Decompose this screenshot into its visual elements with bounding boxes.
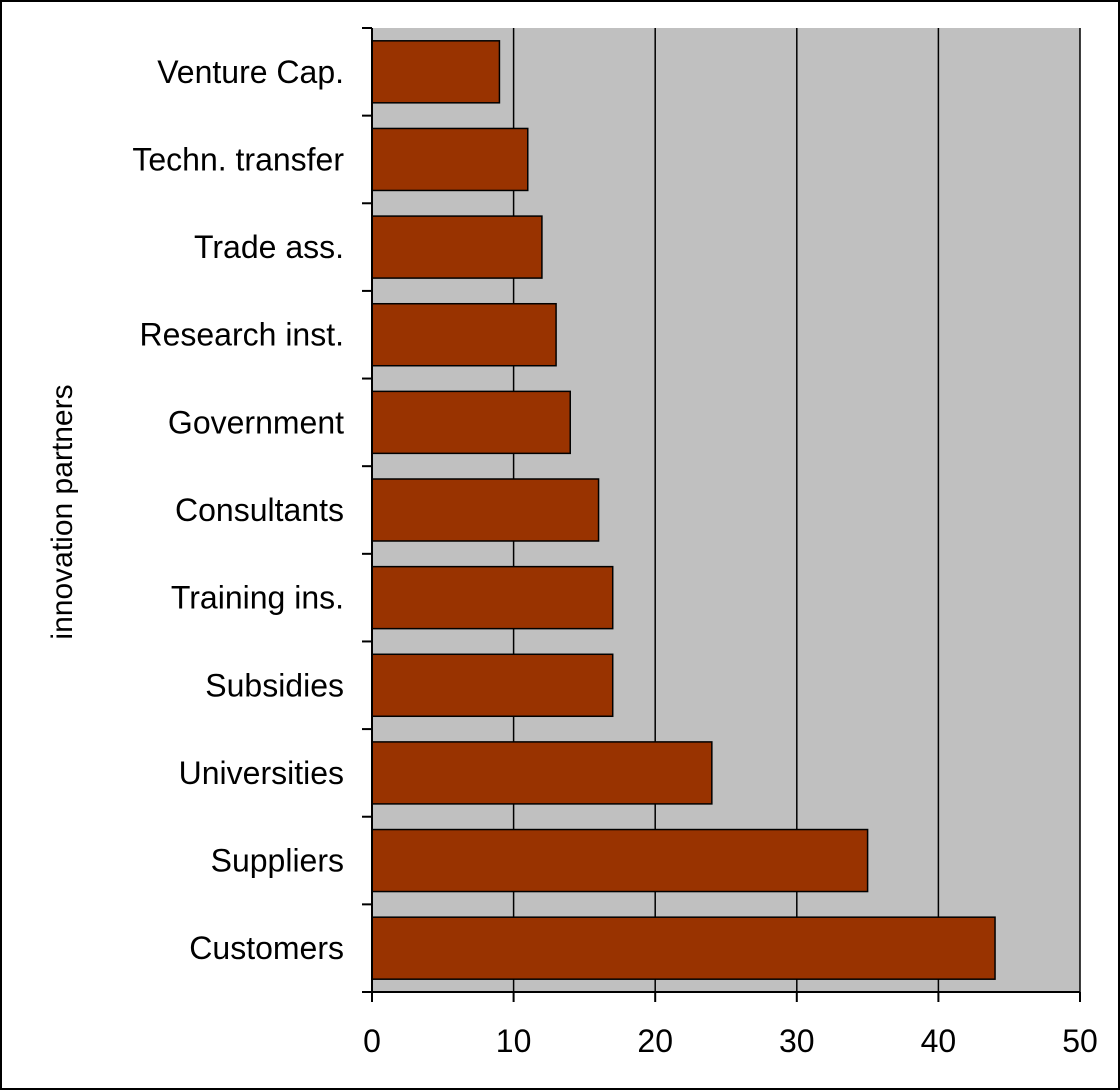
x-tick-label: 50 [1062,1023,1098,1059]
bar-government [371,390,571,455]
category-label: Venture Cap. [157,54,344,90]
x-tick-label: 30 [779,1023,815,1059]
bar-consultants [371,478,600,542]
bar-venture-cap [371,40,501,104]
bar-research-inst [371,302,557,367]
bar-trade-ass [371,215,543,279]
y-axis-title: innovation partners [46,384,79,639]
category-label: Subsidies [205,667,344,703]
x-tick-labels: 0 10 20 30 40 50 [363,1023,1098,1059]
category-label: Customers [189,930,344,966]
bar-customers [371,916,996,980]
category-labels: Venture Cap. Techn. transfer Trade ass. Res… [132,54,344,966]
category-label: Suppliers [211,843,344,879]
category-label: Government [168,404,344,440]
category-label: Techn. transfer [132,141,344,177]
bars [371,40,996,980]
bar-techn-transfer [371,127,529,192]
bar-subsidies [371,653,614,718]
x-tick-label: 40 [921,1023,957,1059]
axes [362,27,1081,1002]
category-label: Universities [179,755,344,791]
bar-universities [371,741,713,805]
x-tick-label: 0 [363,1023,381,1059]
bar-training-ins [371,565,614,630]
category-label: Trade ass. [194,229,344,265]
category-label: Training ins. [171,580,344,616]
category-label: Research inst. [139,317,344,353]
x-tick-label: 10 [496,1023,532,1059]
x-tick-label: 20 [637,1023,673,1059]
category-label: Consultants [175,492,344,528]
bar-suppliers [371,828,869,893]
